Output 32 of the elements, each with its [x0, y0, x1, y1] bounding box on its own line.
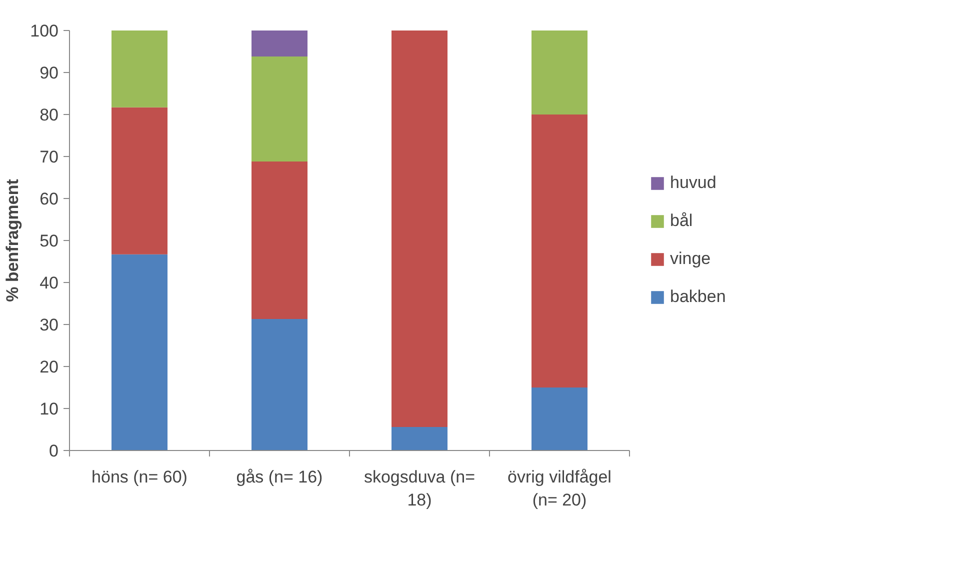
y-tick-label: 20: [40, 358, 59, 376]
legend-label: bål: [670, 211, 693, 231]
y-tick-label: 50: [40, 232, 59, 250]
y-tick-label: 30: [40, 316, 59, 334]
x-tick-label: höns (n= 60): [92, 468, 188, 486]
y-tick-label: 70: [40, 148, 59, 166]
bar: [252, 162, 308, 320]
x-tick-label: gås (n= 16): [236, 468, 323, 486]
x-tick-label: skogsduva (n= 18): [364, 468, 476, 510]
bar: [112, 30, 168, 108]
bar: [392, 426, 448, 450]
bar: [252, 319, 308, 450]
y-axis-title: % benfragment: [3, 178, 22, 302]
bar: [392, 30, 448, 427]
y-tick-label: 100: [30, 22, 59, 40]
bar: [252, 56, 308, 162]
y-tick-label: 10: [40, 400, 59, 418]
legend-label: huvud: [670, 173, 716, 193]
y-tick-label: 80: [40, 106, 59, 124]
x-tick-label: övrig vildfågel (n= 20): [508, 468, 612, 510]
y-tick-label: 90: [40, 64, 59, 82]
y-tick-label: 40: [40, 274, 59, 292]
bar: [532, 388, 588, 450]
y-tick-label: 60: [40, 190, 59, 208]
bar: [532, 114, 588, 388]
legend-label: bakben: [670, 287, 726, 307]
bar: [532, 30, 588, 114]
bar: [112, 107, 168, 254]
y-tick-label: 0: [49, 442, 59, 460]
legend-label: vinge: [670, 249, 711, 269]
bar: [252, 30, 308, 57]
bar: [112, 254, 168, 450]
